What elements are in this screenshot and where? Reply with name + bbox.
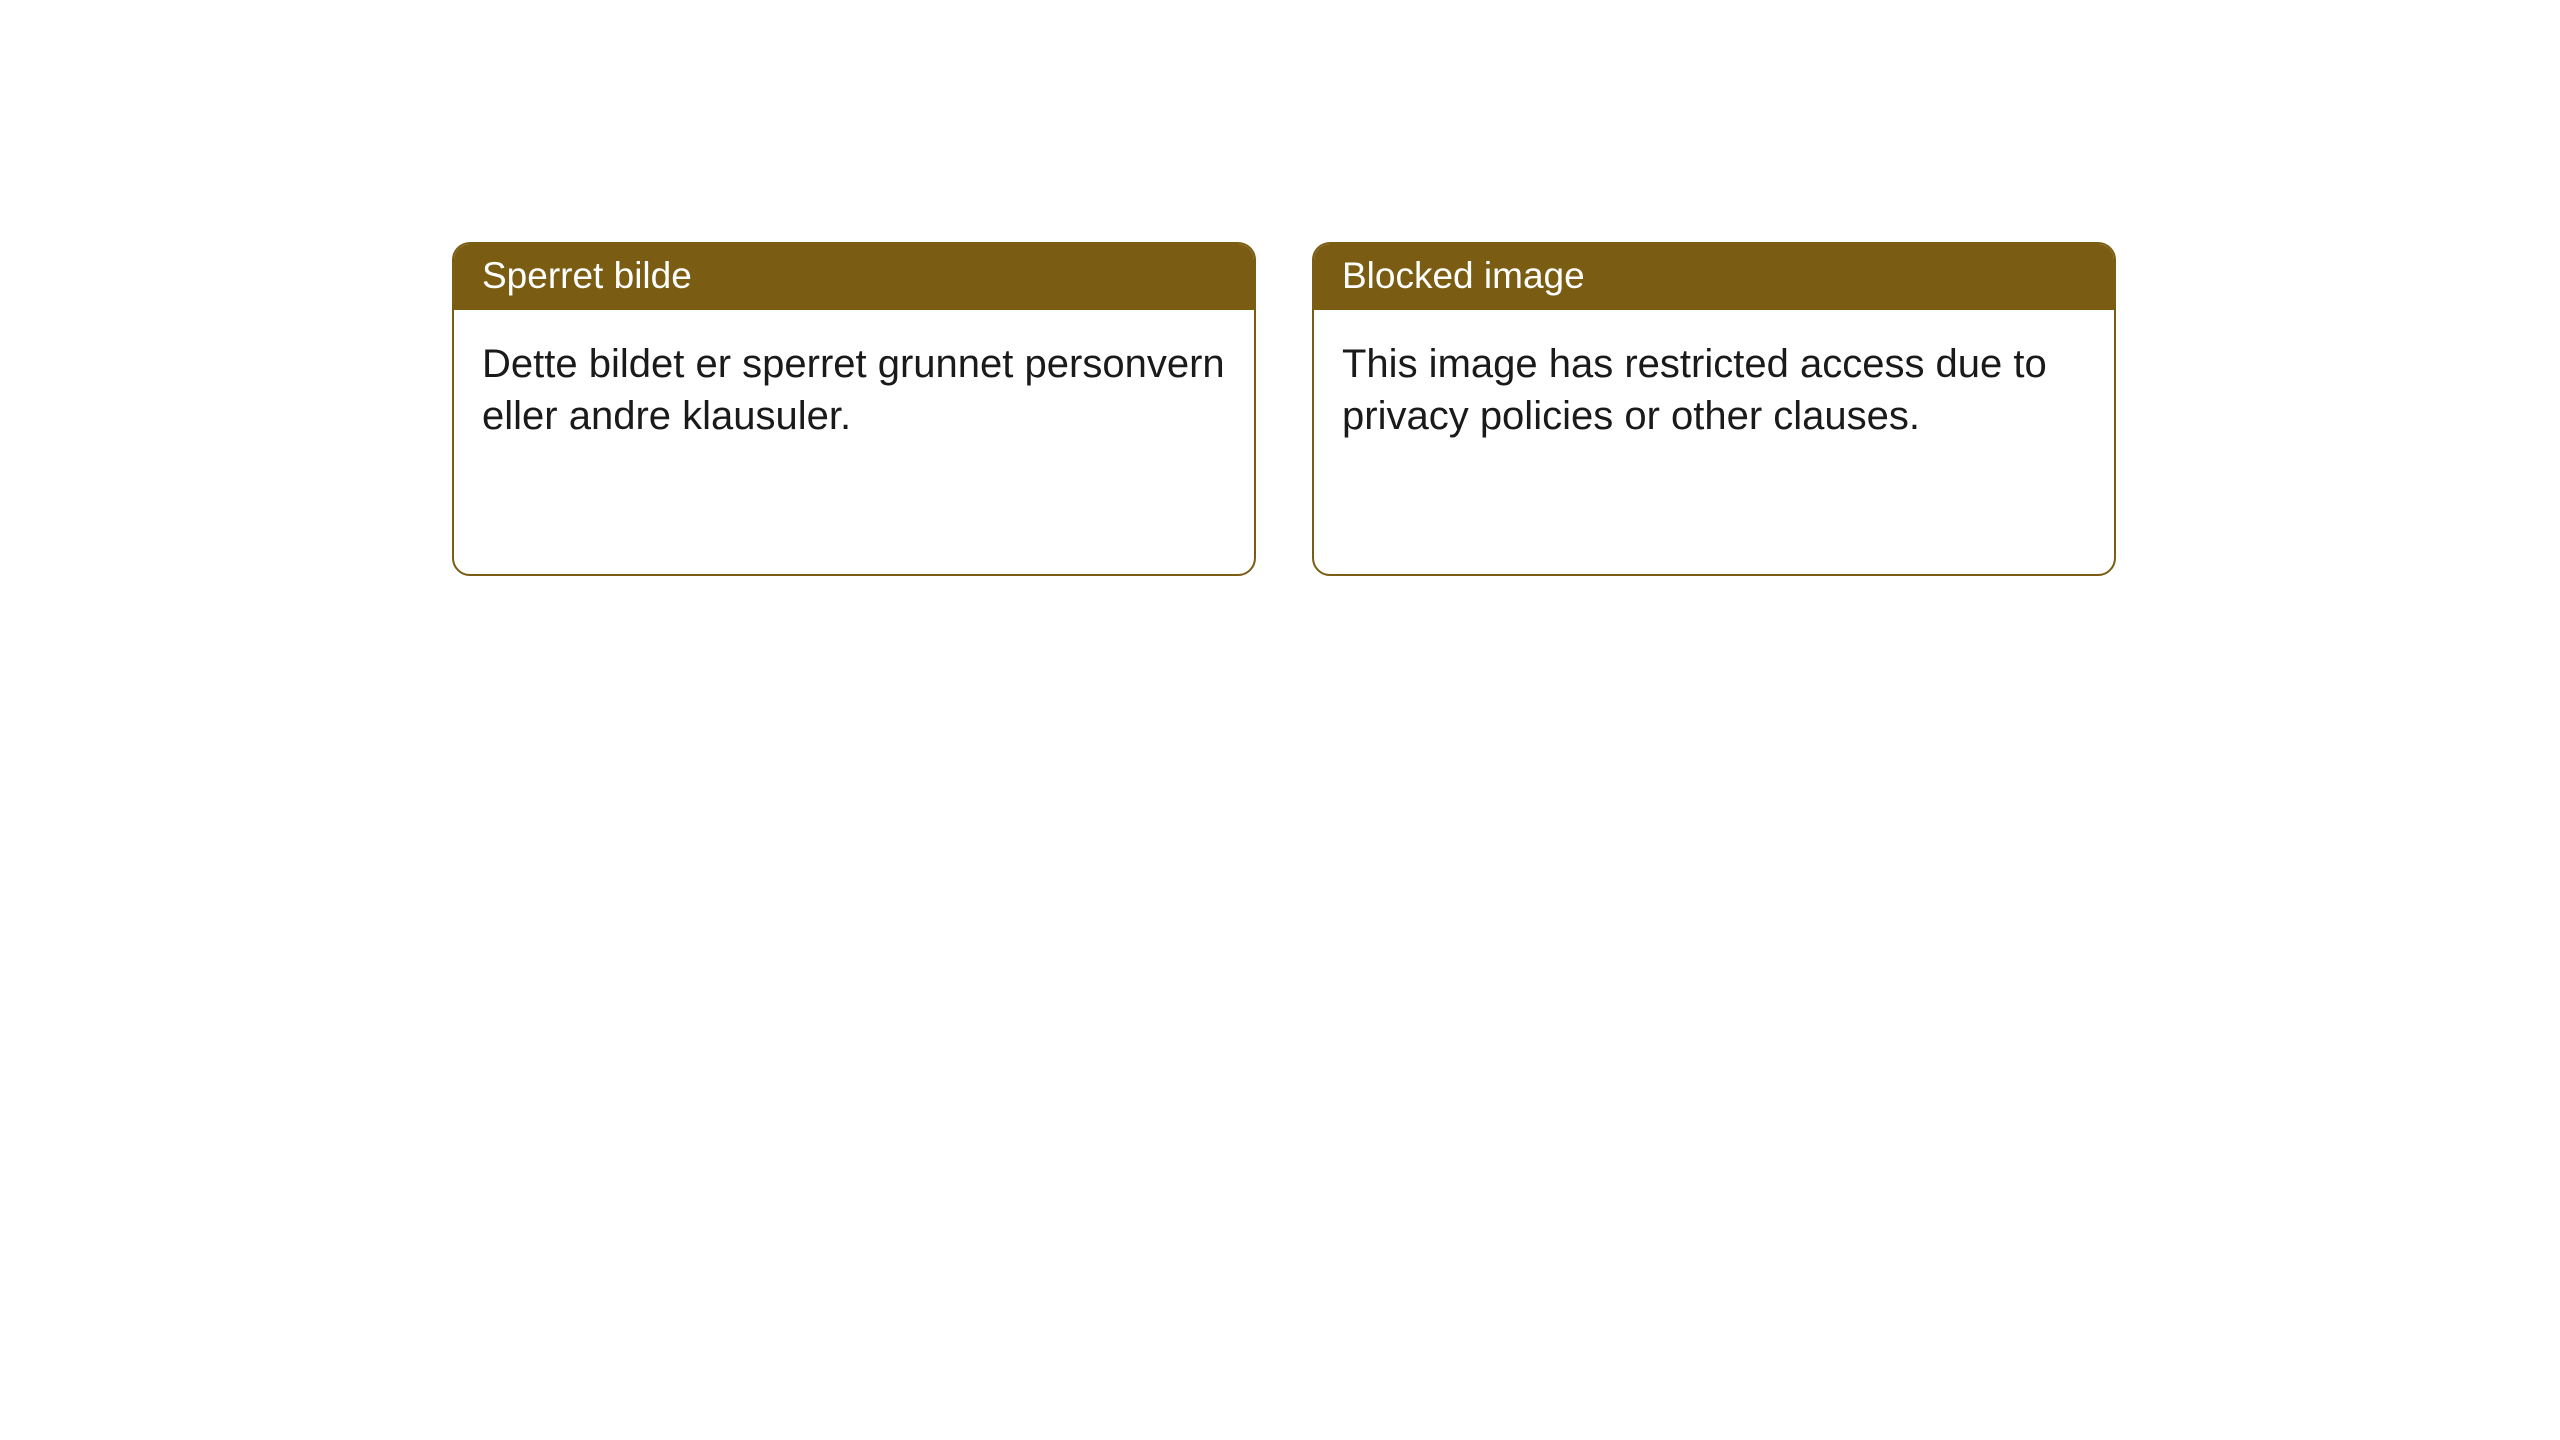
card-header: Sperret bilde	[454, 244, 1254, 310]
blocked-image-card-norwegian: Sperret bilde Dette bildet er sperret gr…	[452, 242, 1256, 576]
blocked-image-card-english: Blocked image This image has restricted …	[1312, 242, 2116, 576]
card-header: Blocked image	[1314, 244, 2114, 310]
card-body: This image has restricted access due to …	[1314, 310, 2114, 470]
notice-container: Sperret bilde Dette bildet er sperret gr…	[452, 242, 2116, 576]
card-body: Dette bildet er sperret grunnet personve…	[454, 310, 1254, 470]
